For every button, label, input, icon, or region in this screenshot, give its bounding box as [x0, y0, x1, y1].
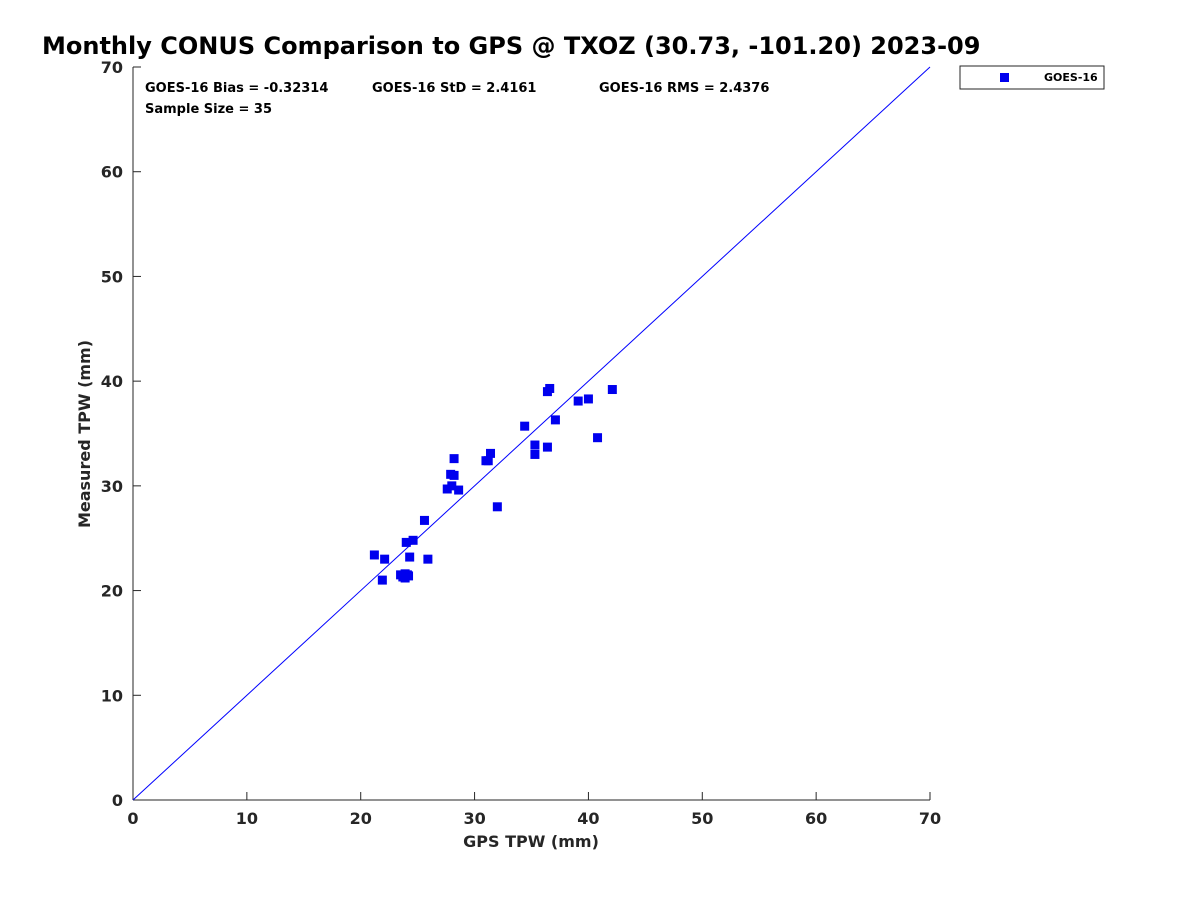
y-tick-label: 30	[101, 477, 123, 496]
x-tick-label: 70	[919, 809, 941, 828]
data-points	[369, 383, 617, 585]
one-to-one-line	[132, 66, 931, 801]
data-point	[401, 537, 411, 547]
data-point	[530, 440, 540, 450]
y-axis-label: Measured TPW (mm)	[75, 340, 94, 528]
data-point	[454, 485, 464, 495]
data-point	[607, 385, 617, 395]
x-tick-label: 40	[577, 809, 599, 828]
y-tick-label: 70	[101, 58, 123, 77]
data-point	[377, 575, 387, 585]
data-point	[520, 421, 530, 431]
data-point	[447, 481, 457, 491]
data-point	[408, 535, 418, 545]
chart-title: Monthly CONUS Comparison to GPS @ TXOZ (…	[42, 32, 980, 60]
data-point	[405, 552, 415, 562]
x-ticks: 0 10 20 30 40 50 60 70	[127, 792, 941, 828]
x-tick-label: 20	[350, 809, 372, 828]
x-tick-label: 10	[236, 809, 258, 828]
data-point	[545, 383, 555, 393]
data-point	[419, 515, 429, 525]
y-tick-label: 50	[101, 267, 123, 286]
statistics-annotations: GOES-16 Bias = -0.32314 GOES-16 StD = 2.…	[145, 81, 769, 117]
data-point	[583, 394, 593, 404]
data-point	[593, 433, 603, 443]
std-annotation: GOES-16 StD = 2.4161	[372, 81, 536, 96]
plot-axes	[132, 67, 930, 801]
rms-annotation: GOES-16 RMS = 2.4376	[599, 81, 769, 96]
data-point	[542, 442, 552, 452]
y-tick-label: 10	[101, 686, 123, 705]
x-axis-label: GPS TPW (mm)	[463, 832, 599, 851]
data-point	[442, 484, 452, 494]
legend-box	[959, 65, 1105, 90]
legend: GOES-16	[959, 65, 1105, 90]
x-tick-label: 60	[805, 809, 827, 828]
y-ticks: 0 10 20 30 40 50 60 70	[101, 58, 141, 810]
legend-entry-goes-16: GOES-16	[1044, 71, 1098, 84]
data-point	[449, 454, 459, 464]
x-tick-label: 0	[127, 809, 138, 828]
data-point	[449, 470, 459, 480]
y-tick-label: 0	[112, 791, 123, 810]
data-point	[423, 554, 433, 564]
data-point	[483, 456, 493, 466]
x-tick-label: 30	[463, 809, 485, 828]
y-tick-label: 60	[101, 163, 123, 182]
y-tick-label: 40	[101, 372, 123, 391]
y-tick-label: 20	[101, 582, 123, 601]
data-point	[550, 415, 560, 425]
data-point	[380, 554, 390, 564]
sample-size-annotation: Sample Size = 35	[145, 102, 272, 117]
data-point	[369, 550, 379, 560]
bias-annotation: GOES-16 Bias = -0.32314	[145, 81, 328, 96]
data-point	[402, 570, 412, 580]
data-point	[486, 448, 496, 458]
legend-marker-square	[1000, 73, 1009, 82]
data-point	[530, 449, 540, 459]
x-tick-label: 50	[691, 809, 713, 828]
data-point	[492, 502, 502, 512]
data-point	[573, 396, 583, 406]
